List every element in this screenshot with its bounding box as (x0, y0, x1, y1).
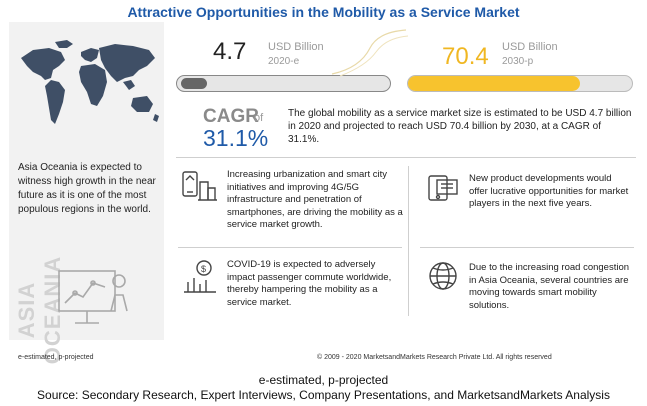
world-map-icon (21, 40, 159, 124)
card-opportunity-text: New product developments would offer luc… (469, 173, 629, 209)
vertical-divider (408, 166, 409, 316)
left-panel: Asia Oceania is expected to witness high… (9, 22, 164, 364)
covid-impact-icon: $ (184, 260, 216, 293)
card-divider-right (420, 247, 634, 248)
unit-2030: USD Billion (502, 41, 558, 53)
value-2030: 70.4 (442, 43, 489, 70)
bar-2020-fill (181, 78, 207, 89)
cagr-label: CAGR (203, 106, 259, 127)
year-2020: 2020-e (268, 56, 300, 67)
caption-source: Source: Secondary Research, Expert Inter… (37, 388, 610, 402)
market-description: The global mobility as a service market … (288, 108, 632, 145)
globe-icon (429, 262, 457, 290)
region-description: Asia Oceania is expected to witness high… (18, 162, 156, 215)
year-2030: 2030-p (502, 56, 534, 67)
presentation-chart-icon (58, 270, 128, 324)
decorative-swirl-icon (331, 29, 409, 77)
footer-estimate-note: e-estimated, p-projected (18, 354, 94, 361)
unit-2020: USD Billion (268, 41, 324, 53)
product-box-icon (428, 175, 458, 201)
bar-2030-fill (408, 76, 580, 91)
value-2020: 4.7 (213, 38, 247, 65)
svg-text:$: $ (201, 264, 206, 274)
card-driver-text: Increasing urbanization and smart city i… (227, 169, 403, 230)
page-title: Attractive Opportunities in the Mobility… (127, 4, 520, 20)
cagr-value: 31.1% (203, 125, 269, 151)
caption-estimate-note: e-estimated, p-projected (258, 373, 389, 387)
card-restraint-text: COVID-19 is expected to adversely impact… (227, 259, 392, 308)
horizontal-divider (176, 157, 636, 158)
bar-2030 (407, 75, 633, 92)
smart-city-icon (182, 171, 217, 201)
cagr-of: of (254, 112, 264, 124)
card-divider-left (178, 247, 402, 248)
footer-copyright: © 2009 - 2020 MarketsandMarkets Research… (317, 354, 552, 361)
bar-2020 (176, 75, 391, 92)
card-region-text: Due to the increasing road congestion in… (469, 262, 630, 311)
